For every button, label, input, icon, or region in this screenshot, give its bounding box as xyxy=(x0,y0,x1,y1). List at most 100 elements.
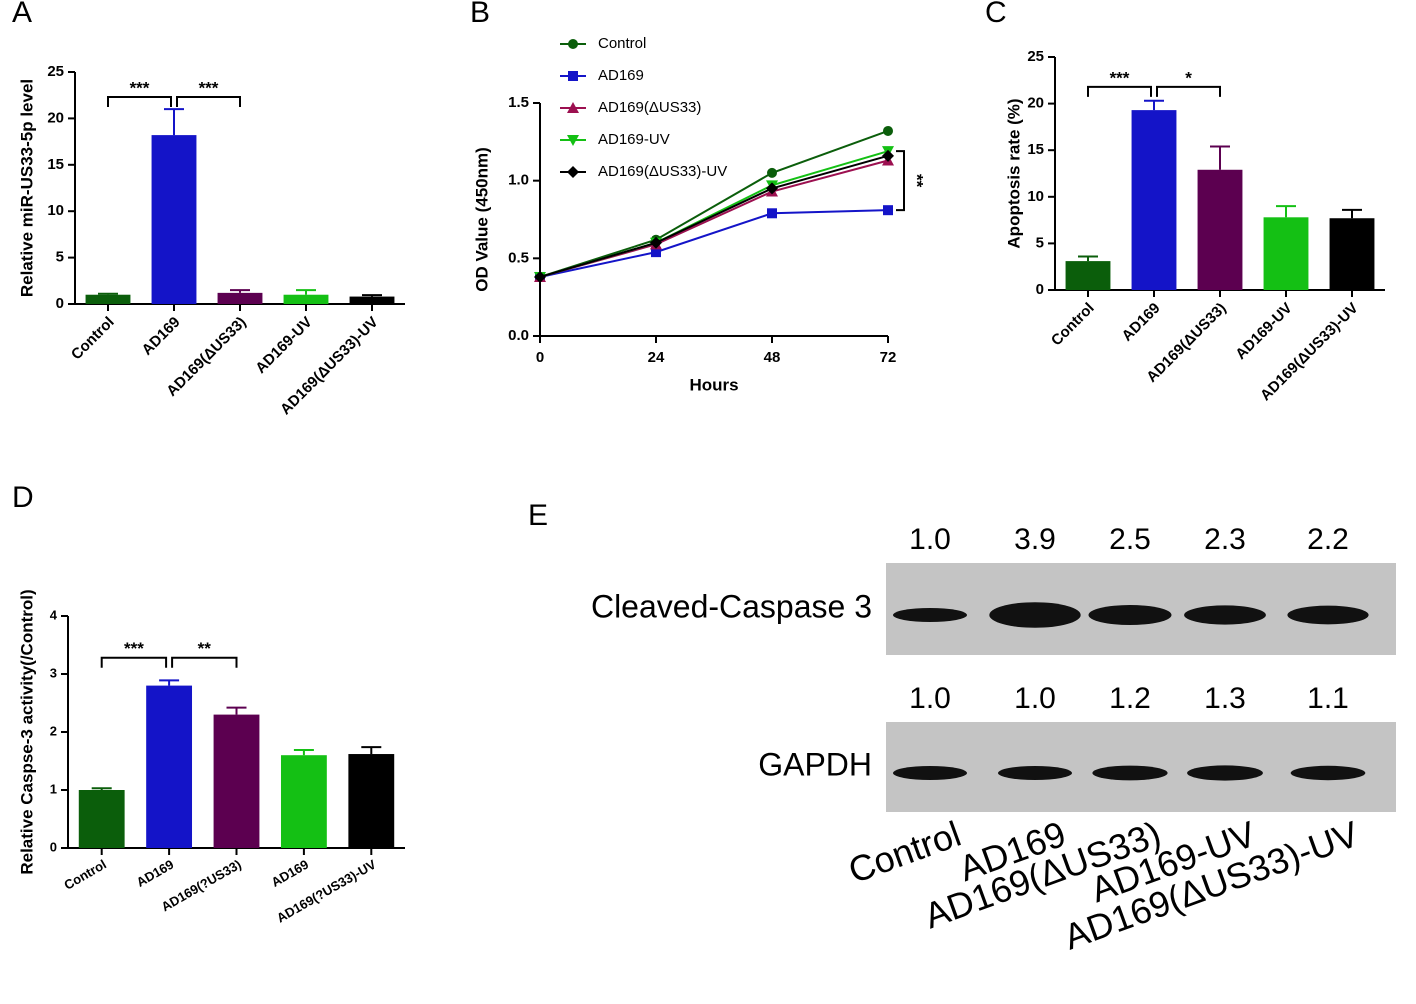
bar xyxy=(217,292,263,304)
significance-bracket xyxy=(1156,85,1221,97)
y-tick-label: 0.0 xyxy=(508,327,529,344)
blot-band xyxy=(1187,765,1263,781)
significance-bracket xyxy=(100,656,168,668)
legend-marker xyxy=(568,71,578,81)
y-tick-label: 5 xyxy=(56,249,64,266)
significance-label: * xyxy=(1185,68,1192,87)
y-tick-label: 0 xyxy=(50,839,57,854)
x-axis-label: Hours xyxy=(689,375,738,394)
y-tick-label: 15 xyxy=(47,156,64,173)
marker xyxy=(883,205,893,216)
x-tick-label: Control xyxy=(68,314,118,364)
blot-value-label: 1.0 xyxy=(909,682,951,715)
y-tick-label: 2 xyxy=(50,723,57,738)
panel: C 0 5 10 15 20 25 Apoptosis rate (%) Control AD16… xyxy=(985,0,1385,404)
blot-band xyxy=(989,602,1081,628)
x-tick-label: AD169 xyxy=(269,857,312,890)
blot-row-label: Cleaved-Caspase 3 xyxy=(591,588,872,624)
bar xyxy=(280,755,327,848)
panel-letter: B xyxy=(470,0,490,29)
legend-label: Control xyxy=(598,35,646,52)
panel: A 0 5 10 15 20 25 Relative miR-US33-5p level Con… xyxy=(12,0,405,418)
y-tick-label: 20 xyxy=(1027,95,1044,112)
bar xyxy=(1131,110,1177,291)
blot-band xyxy=(1088,605,1172,625)
blot-band xyxy=(1287,605,1369,625)
bar xyxy=(85,294,131,304)
blot-band xyxy=(998,766,1072,780)
significance-label: ** xyxy=(908,174,927,188)
significance-label: *** xyxy=(130,79,150,98)
marker xyxy=(766,182,778,195)
blot-value-label: 1.3 xyxy=(1204,682,1246,715)
marker xyxy=(767,208,777,219)
x-tick-label: AD169 xyxy=(139,314,184,359)
y-tick-label: 15 xyxy=(1027,141,1044,158)
blot-band xyxy=(893,608,967,622)
panel: E Cleaved-Caspase 3 1.0 3.9 2.5 2.3 2.2 GAPDH 1.… xyxy=(528,499,1396,958)
significance-label: *** xyxy=(1110,68,1130,87)
y-tick-label: 20 xyxy=(47,109,64,126)
panel: D 0 1 2 3 4 Relative Caspse-3 activity(/Contro… xyxy=(12,481,405,926)
bar xyxy=(349,296,395,304)
x-tick-label: 48 xyxy=(764,349,781,366)
panel-letter: E xyxy=(528,499,548,532)
blot-value-label: 3.9 xyxy=(1014,523,1056,556)
legend-marker xyxy=(567,135,579,146)
blot-value-label: 2.3 xyxy=(1204,523,1246,556)
line xyxy=(539,154,889,278)
bar xyxy=(1065,261,1111,290)
y-axis-label: OD Value (450nm) xyxy=(472,147,491,292)
bar xyxy=(78,790,125,848)
marker xyxy=(651,247,661,258)
legend-label: AD169 xyxy=(598,67,644,84)
y-axis-label: Relative Caspse-3 activity(/Control) xyxy=(17,589,36,874)
marker xyxy=(650,236,662,249)
bar xyxy=(348,754,395,848)
blot-band xyxy=(1290,765,1366,781)
blot-value-label: 2.2 xyxy=(1307,523,1349,556)
bar xyxy=(146,685,193,848)
y-tick-label: 10 xyxy=(47,202,64,219)
x-tick-label: AD169 xyxy=(1119,300,1164,345)
bar xyxy=(213,714,260,848)
bar xyxy=(1329,218,1375,290)
legend-marker xyxy=(568,39,578,49)
y-tick-label: 5 xyxy=(1036,234,1044,251)
bar xyxy=(151,135,197,304)
legend-label: AD169-UV xyxy=(598,131,670,148)
blot-band xyxy=(1092,765,1168,781)
significance-label: *** xyxy=(124,639,144,658)
x-tick-label: Control xyxy=(843,813,966,891)
bar xyxy=(1197,169,1243,290)
x-tick-label: AD169-UV xyxy=(1232,300,1295,363)
x-tick-label: 0 xyxy=(536,349,544,366)
marker xyxy=(767,167,777,178)
y-tick-label: 0 xyxy=(1036,281,1044,298)
panel: B 0.0 0.5 1.0 1.5 OD Value (450nm) 0 24 48 72 Hour… xyxy=(470,0,927,394)
y-tick-label: 1.0 xyxy=(508,172,529,189)
x-tick-label: AD169-UV xyxy=(252,314,315,377)
significance-bracket xyxy=(896,150,905,212)
x-tick-label: Control xyxy=(1048,300,1098,350)
x-tick-label: AD169 xyxy=(134,857,177,890)
y-tick-label: 25 xyxy=(47,63,64,80)
blot-band xyxy=(1184,605,1266,625)
significance-bracket xyxy=(171,656,238,668)
legend-label: AD169(ΔUS33)-UV xyxy=(598,163,727,180)
marker xyxy=(883,125,893,136)
legend-label: AD169(ΔUS33) xyxy=(598,99,701,116)
x-tick-label: Control xyxy=(61,857,109,893)
x-tick-label: 24 xyxy=(648,349,665,366)
legend-marker xyxy=(567,166,579,178)
y-tick-label: 1.5 xyxy=(508,94,529,111)
bar xyxy=(1263,217,1309,290)
bar xyxy=(283,294,329,304)
significance-label: *** xyxy=(199,79,219,98)
blot-band xyxy=(893,766,967,780)
line xyxy=(539,130,889,278)
panel-letter: A xyxy=(12,0,32,29)
panel-letter: C xyxy=(985,0,1007,29)
blot-row-label: GAPDH xyxy=(758,746,872,782)
